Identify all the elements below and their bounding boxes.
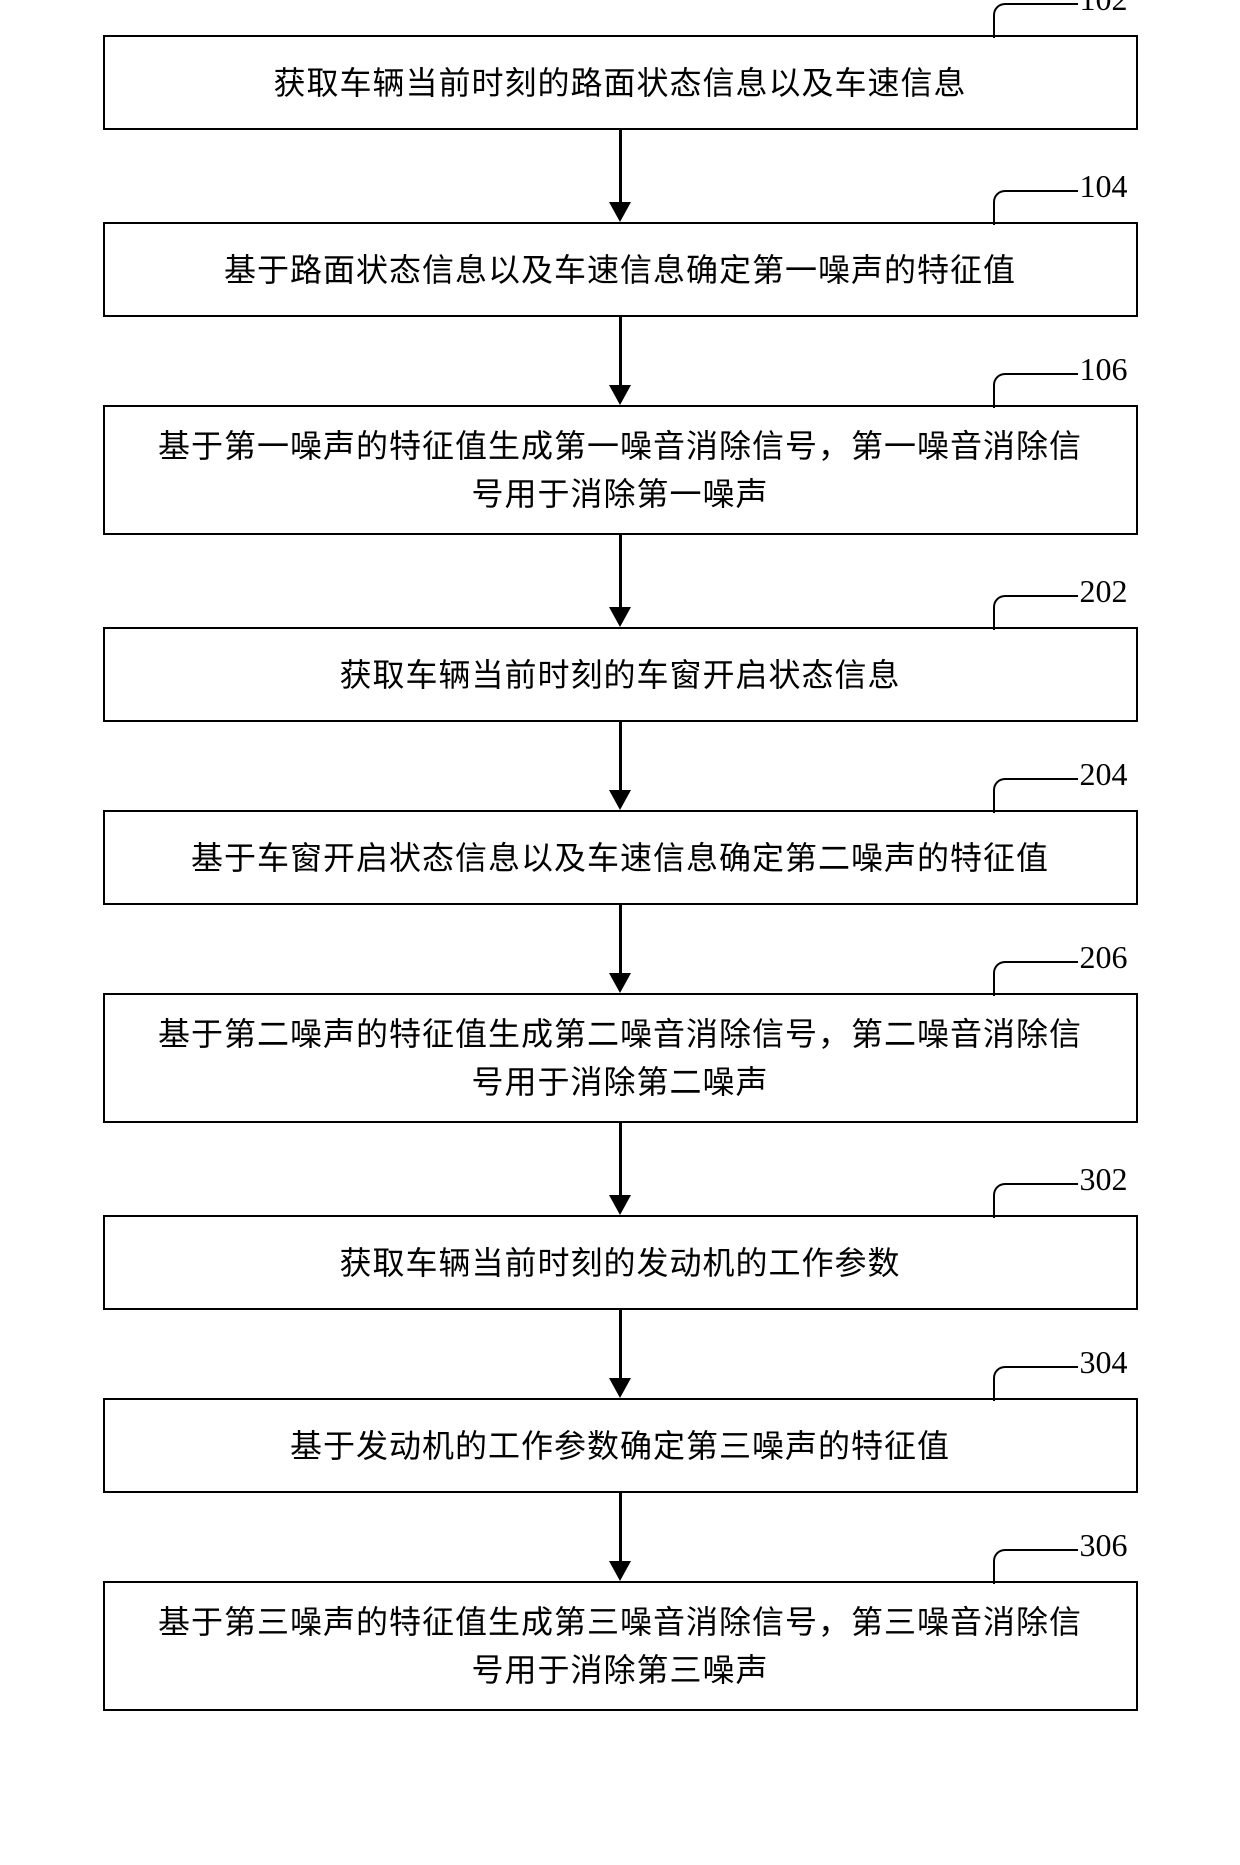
- arrow-line-icon: [619, 1123, 622, 1195]
- step-box-102: 102 获取车辆当前时刻的路面状态信息以及车速信息: [103, 35, 1138, 130]
- step-text-202: 获取车辆当前时刻的车窗开启状态信息: [339, 651, 900, 699]
- step-box-202: 202 获取车辆当前时刻的车窗开启状态信息: [103, 627, 1138, 722]
- step-text-102: 获取车辆当前时刻的路面状态信息以及车速信息: [273, 59, 966, 107]
- arrow-connector: [619, 317, 622, 405]
- step-text-106: 基于第一噪声的特征值生成第一噪音消除信号，第一噪音消除信号用于消除第一噪声: [145, 422, 1096, 518]
- step-text-204: 基于车窗开启状态信息以及车速信息确定第二噪声的特征值: [191, 834, 1049, 882]
- label-line-icon: [993, 778, 1078, 813]
- arrow-line-icon: [619, 905, 622, 973]
- arrow-connector: [619, 130, 622, 222]
- step-box-104: 104 基于路面状态信息以及车速信息确定第一噪声的特征值: [103, 222, 1138, 317]
- step-label-206: 206: [993, 957, 1128, 994]
- step-label-106: 106: [993, 369, 1128, 406]
- arrow-connector: [619, 1123, 622, 1215]
- label-number-102: 102: [1080, 0, 1128, 18]
- arrow-line-icon: [619, 722, 622, 790]
- arrow-line-icon: [619, 1493, 622, 1561]
- label-line-icon: [993, 3, 1078, 38]
- step-box-306: 306 基于第三噪声的特征值生成第三噪音消除信号，第三噪音消除信号用于消除第三噪…: [103, 1581, 1138, 1711]
- label-number-306: 306: [1080, 1527, 1128, 1564]
- label-line-icon: [993, 595, 1078, 630]
- label-line-icon: [993, 1366, 1078, 1401]
- step-box-106: 106 基于第一噪声的特征值生成第一噪音消除信号，第一噪音消除信号用于消除第一噪…: [103, 405, 1138, 535]
- step-label-302: 302: [993, 1179, 1128, 1216]
- label-number-202: 202: [1080, 573, 1128, 610]
- arrow-connector: [619, 905, 622, 993]
- arrow-head-icon: [609, 202, 631, 222]
- arrow-head-icon: [609, 385, 631, 405]
- arrow-head-icon: [609, 973, 631, 993]
- label-number-106: 106: [1080, 351, 1128, 388]
- label-number-304: 304: [1080, 1344, 1128, 1381]
- step-text-206: 基于第二噪声的特征值生成第二噪音消除信号，第二噪音消除信号用于消除第二噪声: [145, 1010, 1096, 1106]
- label-line-icon: [993, 1183, 1078, 1218]
- step-text-306: 基于第三噪声的特征值生成第三噪音消除信号，第三噪音消除信号用于消除第三噪声: [145, 1598, 1096, 1694]
- arrow-head-icon: [609, 1378, 631, 1398]
- label-number-204: 204: [1080, 756, 1128, 793]
- step-label-104: 104: [993, 186, 1128, 223]
- label-line-icon: [993, 373, 1078, 408]
- step-text-304: 基于发动机的工作参数确定第三噪声的特征值: [290, 1422, 950, 1470]
- arrow-connector: [619, 722, 622, 810]
- step-text-302: 获取车辆当前时刻的发动机的工作参数: [339, 1239, 900, 1287]
- step-container-306: 306 基于第三噪声的特征值生成第三噪音消除信号，第三噪音消除信号用于消除第三噪…: [0, 1581, 1240, 1711]
- step-box-206: 206 基于第二噪声的特征值生成第二噪音消除信号，第二噪音消除信号用于消除第二噪…: [103, 993, 1138, 1123]
- flowchart-container: 102 获取车辆当前时刻的路面状态信息以及车速信息 104 基于路面状态信息以及…: [0, 0, 1240, 1865]
- arrow-head-icon: [609, 1195, 631, 1215]
- step-label-306: 306: [993, 1545, 1128, 1582]
- step-text-104: 基于路面状态信息以及车速信息确定第一噪声的特征值: [224, 246, 1016, 294]
- arrow-line-icon: [619, 317, 622, 385]
- arrow-connector: [619, 535, 622, 627]
- label-number-104: 104: [1080, 168, 1128, 205]
- arrow-head-icon: [609, 1561, 631, 1581]
- step-box-204: 204 基于车窗开启状态信息以及车速信息确定第二噪声的特征值: [103, 810, 1138, 905]
- step-box-304: 304 基于发动机的工作参数确定第三噪声的特征值: [103, 1398, 1138, 1493]
- arrow-head-icon: [609, 607, 631, 627]
- step-label-102: 102: [993, 0, 1128, 36]
- label-number-206: 206: [1080, 939, 1128, 976]
- step-label-202: 202: [993, 591, 1128, 628]
- label-line-icon: [993, 190, 1078, 225]
- arrow-head-icon: [609, 790, 631, 810]
- arrow-connector: [619, 1310, 622, 1398]
- label-number-302: 302: [1080, 1161, 1128, 1198]
- label-line-icon: [993, 961, 1078, 996]
- arrow-line-icon: [619, 535, 622, 607]
- step-label-304: 304: [993, 1362, 1128, 1399]
- step-label-204: 204: [993, 774, 1128, 811]
- step-box-302: 302 获取车辆当前时刻的发动机的工作参数: [103, 1215, 1138, 1310]
- arrow-line-icon: [619, 1310, 622, 1378]
- arrow-line-icon: [619, 130, 622, 202]
- arrow-connector: [619, 1493, 622, 1581]
- label-line-icon: [993, 1549, 1078, 1584]
